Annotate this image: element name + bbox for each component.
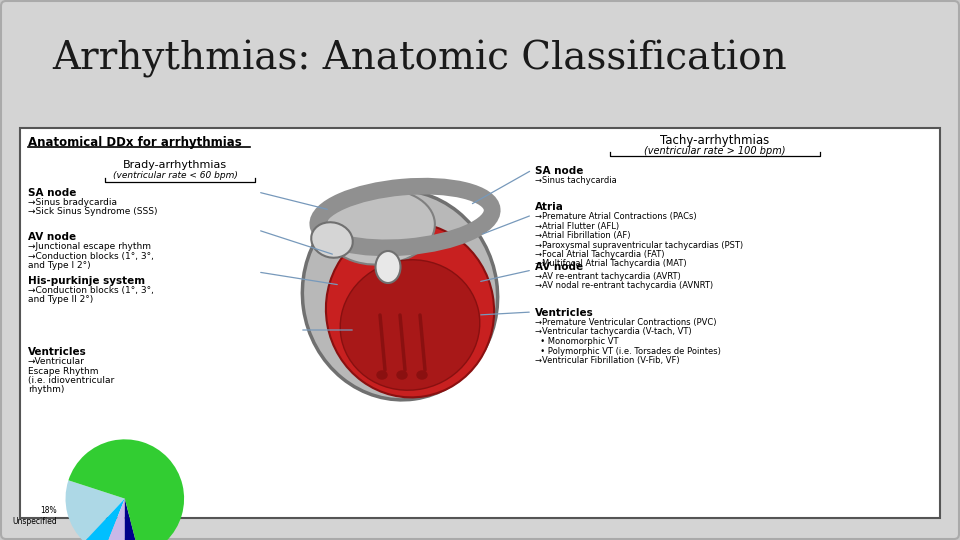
Text: SA node: SA node [28,188,77,198]
Text: • Polymorphic VT (i.e. Torsades de Pointes): • Polymorphic VT (i.e. Torsades de Point… [535,347,721,355]
Text: SA node: SA node [535,166,584,176]
Text: Ventricles: Ventricles [535,308,593,318]
Text: →Focal Atrial Tachycardia (FAT): →Focal Atrial Tachycardia (FAT) [535,250,664,259]
Text: →Conduction blocks (1°, 3°,: →Conduction blocks (1°, 3°, [28,286,154,295]
Text: (ventricular rate < 60 bpm): (ventricular rate < 60 bpm) [112,171,237,180]
Ellipse shape [311,222,352,258]
Text: and Type I 2°): and Type I 2°) [28,261,90,270]
Text: Atria: Atria [535,202,564,212]
Wedge shape [68,440,184,540]
Text: Escape Rhythm: Escape Rhythm [28,367,99,375]
Text: →Junctional escape rhythm: →Junctional escape rhythm [28,242,151,251]
Text: →Ventricular: →Ventricular [28,357,84,366]
Text: →Premature Ventricular Contractions (PVC): →Premature Ventricular Contractions (PVC… [535,318,716,327]
Text: Tachy-arrhythmias: Tachy-arrhythmias [660,134,770,147]
Text: →Sinus tachycardia: →Sinus tachycardia [535,176,616,185]
Wedge shape [125,498,139,540]
Ellipse shape [397,371,407,379]
Text: →AV nodal re-entrant tachycardia (AVNRT): →AV nodal re-entrant tachycardia (AVNRT) [535,281,713,291]
Text: AV node: AV node [28,232,76,242]
Text: (i.e. idioventricular: (i.e. idioventricular [28,376,114,385]
Text: Anatomical DDx for arrhythmias: Anatomical DDx for arrhythmias [28,136,242,149]
Text: →Premature Atrial Contractions (PACs): →Premature Atrial Contractions (PACs) [535,212,697,221]
Ellipse shape [302,190,497,400]
Text: →Ventricular tachycardia (V-tach, VT): →Ventricular tachycardia (V-tach, VT) [535,327,691,336]
Ellipse shape [325,190,435,265]
Ellipse shape [325,222,494,397]
Text: AV node: AV node [535,262,583,272]
Text: →Atrial Flutter (AFL): →Atrial Flutter (AFL) [535,221,619,231]
FancyBboxPatch shape [20,128,940,518]
Ellipse shape [377,371,387,379]
Wedge shape [65,480,125,540]
Text: 18%
Unspecified: 18% Unspecified [12,507,57,526]
Text: →Multifocal Atrial Tachycardia (MAT): →Multifocal Atrial Tachycardia (MAT) [535,260,686,268]
Wedge shape [84,498,125,540]
Ellipse shape [340,260,480,390]
Text: →Sinus bradycardia: →Sinus bradycardia [28,198,117,207]
Ellipse shape [417,371,427,379]
Text: and Type II 2°): and Type II 2°) [28,295,93,305]
Text: rhythm): rhythm) [28,386,64,395]
Text: Brady-arrhythmias: Brady-arrhythmias [123,160,228,170]
Wedge shape [103,498,125,540]
Text: His-purkinje system: His-purkinje system [28,276,145,286]
Text: →Sick Sinus Syndrome (SSS): →Sick Sinus Syndrome (SSS) [28,207,157,217]
Text: (ventricular rate > 100 bpm): (ventricular rate > 100 bpm) [644,146,785,156]
Text: Arrhythmias: Anatomic Classification: Arrhythmias: Anatomic Classification [52,40,787,78]
Text: →Conduction blocks (1°, 3°,: →Conduction blocks (1°, 3°, [28,252,154,260]
Text: Ventricles: Ventricles [28,347,86,357]
Ellipse shape [375,251,400,283]
Text: • Monomorphic VT: • Monomorphic VT [535,337,618,346]
Text: →Atrial Fibrillation (AF): →Atrial Fibrillation (AF) [535,231,631,240]
Text: →Paroxysmal supraventricular tachycardias (PST): →Paroxysmal supraventricular tachycardia… [535,240,743,249]
Text: →Ventricular Fibrillation (V-Fib, VF): →Ventricular Fibrillation (V-Fib, VF) [535,356,680,365]
Text: →AV re-entrant tachycardia (AVRT): →AV re-entrant tachycardia (AVRT) [535,272,681,281]
